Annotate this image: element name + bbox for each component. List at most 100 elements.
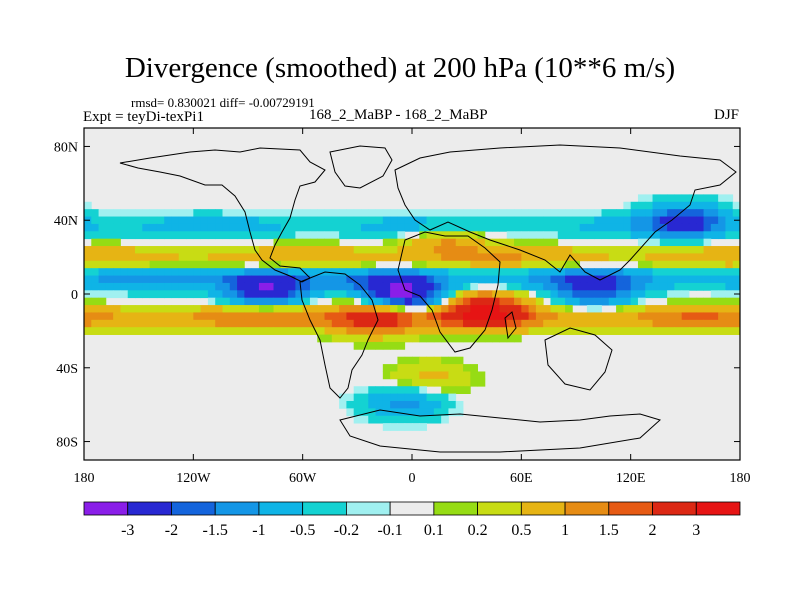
field-cell <box>346 260 355 269</box>
field-cell <box>339 223 347 232</box>
field-cell <box>645 290 653 299</box>
field-cell <box>732 223 740 232</box>
field-cell <box>397 297 406 306</box>
field-cell <box>565 319 573 328</box>
field-cell <box>681 282 690 291</box>
field-cell <box>718 305 726 313</box>
field-cell <box>732 297 740 306</box>
field-cell <box>645 231 653 240</box>
field-cell <box>608 268 617 276</box>
field-cell <box>732 231 740 240</box>
field-cell <box>280 319 289 328</box>
colorbar-swatch <box>477 501 522 516</box>
field-cell <box>98 282 107 291</box>
field-cell <box>492 260 500 269</box>
field-cell <box>484 290 493 299</box>
field-cell <box>390 423 398 431</box>
field-cell <box>718 290 726 299</box>
field-cell <box>586 290 595 299</box>
field-cell <box>258 312 267 321</box>
field-cell <box>113 268 121 276</box>
field-cell <box>331 297 340 306</box>
field-cell <box>448 386 457 394</box>
field-cell <box>193 209 202 217</box>
field-cell <box>171 327 180 335</box>
field-cell <box>237 327 245 335</box>
field-cell <box>499 209 508 217</box>
field-cell <box>412 319 420 328</box>
field-cell <box>550 275 559 284</box>
field-cell <box>455 319 464 328</box>
field-cell <box>484 260 493 269</box>
field-cell <box>703 209 712 217</box>
field-cell <box>171 260 180 269</box>
field-cell <box>550 319 559 328</box>
field-cell <box>528 223 537 232</box>
field-cell <box>317 223 325 232</box>
field-cell <box>470 238 478 247</box>
field-cell <box>499 268 508 276</box>
field-cell <box>193 319 202 328</box>
field-cell <box>280 297 289 306</box>
field-cell <box>105 268 114 276</box>
field-cell <box>360 216 369 225</box>
field-cell <box>251 209 260 217</box>
field-cell <box>477 260 486 269</box>
field-cell <box>113 275 121 284</box>
field-cell <box>535 290 544 299</box>
field-cell <box>725 209 734 217</box>
field-cell <box>164 319 172 328</box>
field-cell <box>309 216 318 225</box>
field-cell <box>404 378 413 387</box>
field-cell <box>164 209 172 217</box>
field-cell <box>688 201 697 210</box>
field-cell <box>674 238 683 247</box>
field-cell <box>499 260 508 269</box>
field-cell <box>309 268 318 276</box>
field-cell <box>448 327 457 335</box>
field-cell <box>273 260 282 269</box>
field-cell <box>178 268 187 276</box>
field-cell <box>317 238 325 247</box>
field-cell <box>368 334 376 343</box>
field-cell <box>339 246 347 254</box>
field-cell <box>164 327 172 335</box>
field-cell <box>142 209 150 217</box>
field-cell <box>528 305 537 313</box>
colorbar-swatch <box>345 501 391 516</box>
field-cell <box>441 408 449 417</box>
field-cell <box>368 268 376 276</box>
coastline-africa <box>397 231 501 353</box>
field-cell <box>543 223 551 232</box>
field-cell <box>484 223 493 232</box>
field-cell <box>346 275 355 284</box>
field-cell <box>455 231 464 240</box>
field-cell <box>572 260 581 269</box>
field-cell <box>382 364 391 372</box>
field-cell <box>309 253 318 262</box>
field-cell <box>718 209 726 217</box>
field-cell <box>375 231 384 240</box>
field-cell <box>368 341 376 350</box>
field-cell <box>91 282 99 291</box>
field-cell <box>273 305 282 313</box>
field-cell <box>339 260 347 269</box>
field-cell <box>492 334 500 343</box>
field-cell <box>251 297 260 306</box>
field-cell <box>630 275 639 284</box>
field-cell <box>652 246 661 254</box>
field-cell <box>207 297 216 306</box>
field-cell <box>419 364 427 372</box>
field-cell <box>280 216 289 225</box>
field-cell <box>178 282 187 291</box>
field-cell <box>156 268 165 276</box>
field-cell <box>113 209 121 217</box>
field-cell <box>725 216 734 225</box>
field-cell <box>455 408 464 417</box>
field-cell <box>441 223 449 232</box>
field-cell <box>470 282 478 291</box>
field-cell <box>105 275 114 284</box>
field-cell <box>215 253 223 262</box>
field-cell <box>426 246 435 254</box>
